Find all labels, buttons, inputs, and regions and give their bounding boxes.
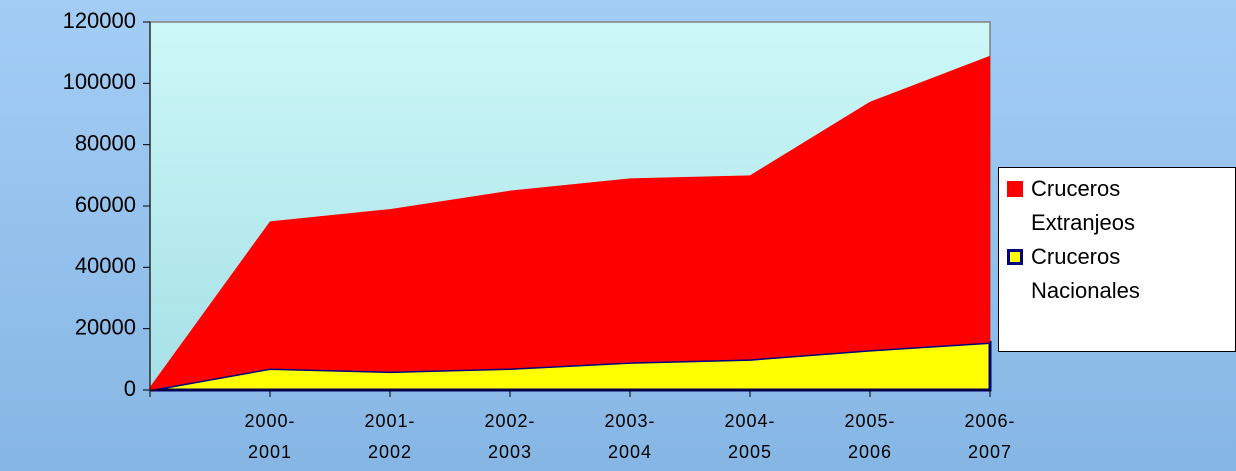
legend-swatch	[1007, 181, 1023, 197]
legend: Cruceros Extranjeos Cruceros Nacionales	[998, 167, 1236, 352]
x-tick-label: 2003-2004	[604, 411, 656, 462]
area	[150, 55, 990, 390]
y-tick-label: 40000	[75, 253, 136, 278]
x-tick-label: 2000-2001	[244, 411, 296, 462]
x-tick-label: 2005-2006	[844, 411, 896, 462]
y-tick-label: 20000	[75, 314, 136, 339]
x-tick-label: 2006-2007	[964, 411, 1016, 462]
x-tick-label: 2004-2005	[724, 411, 776, 462]
y-tick-label: 80000	[75, 130, 136, 155]
legend-item: Cruceros Nacionales	[1007, 240, 1235, 308]
y-tick-label: 60000	[75, 192, 136, 217]
legend-swatch	[1007, 249, 1023, 265]
y-tick-label: 100000	[63, 69, 136, 94]
y-tick-label: 120000	[63, 8, 136, 33]
legend-label: Cruceros Extranjeos	[1031, 176, 1135, 235]
legend-label: Cruceros Nacionales	[1031, 244, 1140, 303]
x-tick-label: 2002-2003	[484, 411, 536, 462]
legend-item: Cruceros Extranjeos	[1007, 172, 1235, 240]
y-tick-label: 0	[124, 376, 136, 401]
x-tick-label: 2001-2002	[364, 411, 416, 462]
